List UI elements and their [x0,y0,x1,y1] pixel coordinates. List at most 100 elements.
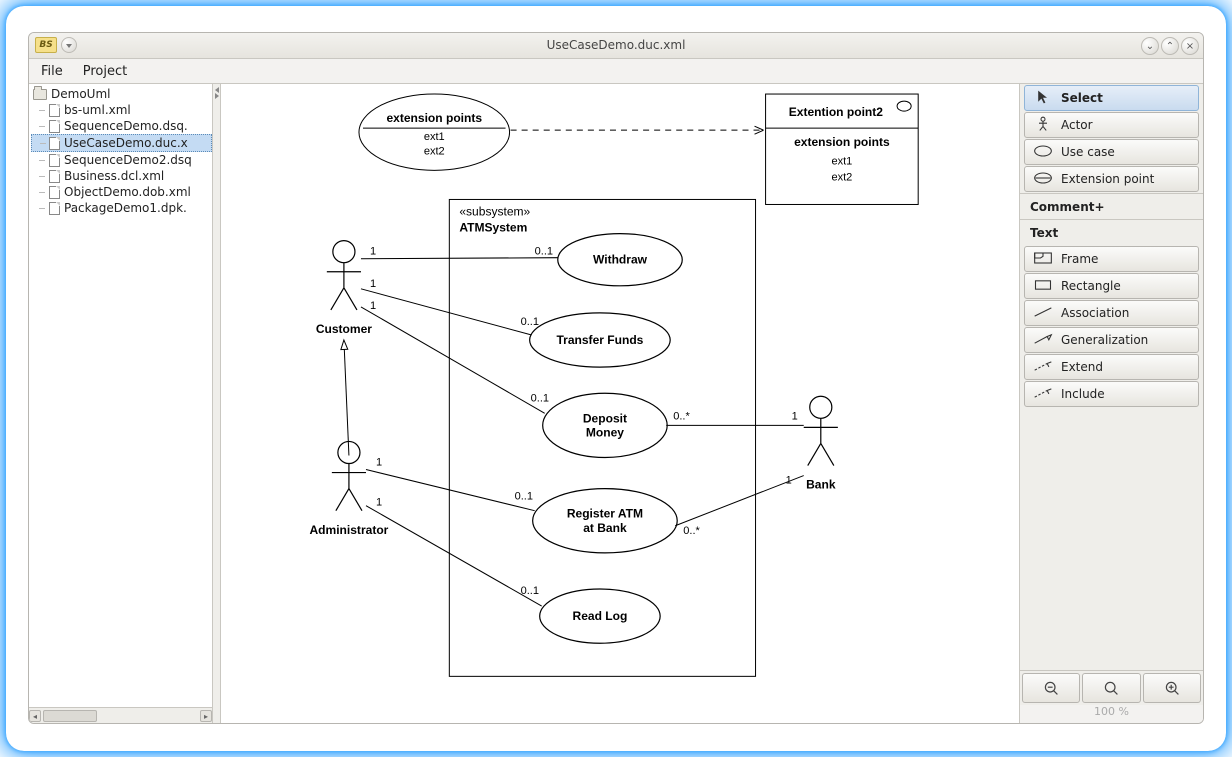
file-icon [49,137,60,150]
splitter[interactable] [213,84,221,723]
tool-extpoint[interactable]: Extension point [1024,166,1199,192]
zoom-out-button[interactable] [1022,673,1080,703]
tool-label: Actor [1061,118,1093,132]
svg-text:Register ATM: Register ATM [567,507,643,521]
menu-file[interactable]: File [31,60,73,83]
select-icon [1033,89,1053,108]
tool-frame[interactable]: Frame [1024,246,1199,272]
svg-text:extension points: extension points [794,136,890,150]
svg-text:0..1: 0..1 [521,316,539,328]
extend-icon [1033,358,1053,377]
tool-label: Use case [1061,145,1115,159]
tool-palette: Select Actor Use case Extension point Commen… [1019,84,1203,723]
tree-item[interactable]: bs-uml.xml [31,102,212,118]
project-tree-pane: DemoUml bs-uml.xml SequenceDemo.dsq.UseCa… [29,84,213,723]
tool-label: Extend [1061,360,1103,374]
project-tree[interactable]: DemoUml bs-uml.xml SequenceDemo.dsq.UseCa… [29,84,212,707]
file-icon [49,154,60,167]
svg-text:Withdraw: Withdraw [593,253,648,267]
tool-rect[interactable]: Rectangle [1024,273,1199,299]
tool-text[interactable]: Text [1020,219,1203,245]
close-button[interactable]: × [1181,37,1199,55]
extpoint-icon [1033,170,1053,189]
tree-item[interactable]: PackageDemo1.dpk. [31,200,212,216]
tool-label: Comment+ [1030,200,1105,214]
rect-icon [1033,277,1053,296]
tool-label: Extension point [1061,172,1154,186]
tool-include[interactable]: Include [1024,381,1199,407]
svg-text:0..1: 0..1 [535,246,553,258]
file-icon [49,120,60,133]
gen-icon [1033,331,1053,350]
tool-label: Text [1030,226,1058,240]
svg-text:1: 1 [370,246,376,258]
zoom-in-button[interactable] [1143,673,1201,703]
svg-text:1: 1 [376,457,382,469]
include-icon [1033,385,1053,404]
tree-item[interactable]: SequenceDemo2.dsq [31,152,212,168]
tool-select[interactable]: Select [1024,85,1199,111]
tree-item-label: SequenceDemo.dsq. [64,119,188,133]
svg-text:1: 1 [786,475,792,487]
tree-root[interactable]: DemoUml [31,86,212,102]
zoom-reset-button[interactable] [1082,673,1140,703]
diagram-svg: «subsystem» ATMSystem extension points ext1… [221,84,1019,723]
tool-label: Rectangle [1061,279,1121,293]
svg-text:1: 1 [376,497,382,509]
tree-scrollbar[interactable]: ◂ ▸ [29,707,212,723]
menubar: File Project [29,59,1203,85]
svg-text:Deposit: Deposit [583,412,627,426]
tool-actor[interactable]: Actor [1024,112,1199,138]
svg-text:Transfer Funds: Transfer Funds [556,333,643,347]
tool-gen[interactable]: Generalization [1024,327,1199,353]
scroll-left-icon[interactable]: ◂ [29,710,41,722]
tool-label: Association [1061,306,1129,320]
svg-text:0..*: 0..* [673,411,690,423]
svg-text:ext2: ext2 [424,146,445,158]
tool-label: Select [1061,91,1103,105]
svg-text:Extention point2: Extention point2 [789,106,884,120]
usecase-icon [1033,143,1053,162]
window-title: UseCaseDemo.duc.xml [29,38,1203,52]
tool-label: Generalization [1061,333,1148,347]
tree-item[interactable]: SequenceDemo.dsq. [31,118,212,134]
app-badge-icon: BS [35,37,57,53]
svg-text:ext2: ext2 [831,172,852,184]
svg-text:0..1: 0..1 [515,491,533,503]
tree-item[interactable]: Business.dcl.xml [31,168,212,184]
zoom-controls [1020,670,1203,705]
tree-item-label: SequenceDemo2.dsq [64,153,192,167]
scroll-right-icon[interactable]: ▸ [200,710,212,722]
tree-item[interactable]: UseCaseDemo.duc.x [31,134,212,152]
svg-text:ATMSystem: ATMSystem [459,221,527,235]
tree-item[interactable]: ObjectDemo.dob.xml [31,184,212,200]
maximize-button[interactable]: ⌃ [1161,37,1179,55]
tool-extend[interactable]: Extend [1024,354,1199,380]
tree-item-label: bs-uml.xml [64,103,131,117]
tool-usecase[interactable]: Use case [1024,139,1199,165]
svg-text:ext1: ext1 [424,132,445,144]
tree-item-label: PackageDemo1.dpk. [64,201,187,215]
svg-text:0..1: 0..1 [531,393,549,405]
tool-assoc[interactable]: Association [1024,300,1199,326]
tree-root-label: DemoUml [51,87,110,101]
diagram-canvas[interactable]: «subsystem» ATMSystem extension points ext1… [221,84,1019,723]
zoom-label: 100 % [1020,705,1203,723]
svg-text:Read Log: Read Log [573,610,628,624]
minimize-button[interactable]: ⌄ [1141,37,1159,55]
svg-text:ext1: ext1 [831,156,852,168]
tool-label: Frame [1061,252,1098,266]
file-icon [49,202,60,215]
file-icon [49,170,60,183]
scroll-thumb[interactable] [43,710,97,722]
tool-comment[interactable]: Comment+ [1020,193,1203,219]
menu-project[interactable]: Project [73,60,137,83]
tool-label: Include [1061,387,1105,401]
actor-icon [1033,116,1053,135]
svg-text:«subsystem»: «subsystem» [459,205,530,219]
titlebar-menu-icon[interactable] [61,37,77,53]
titlebar[interactable]: BS UseCaseDemo.duc.xml ⌄ ⌃ × [29,33,1203,59]
svg-text:0..*: 0..* [683,525,700,537]
svg-text:at Bank: at Bank [583,521,627,535]
file-icon [49,104,60,117]
